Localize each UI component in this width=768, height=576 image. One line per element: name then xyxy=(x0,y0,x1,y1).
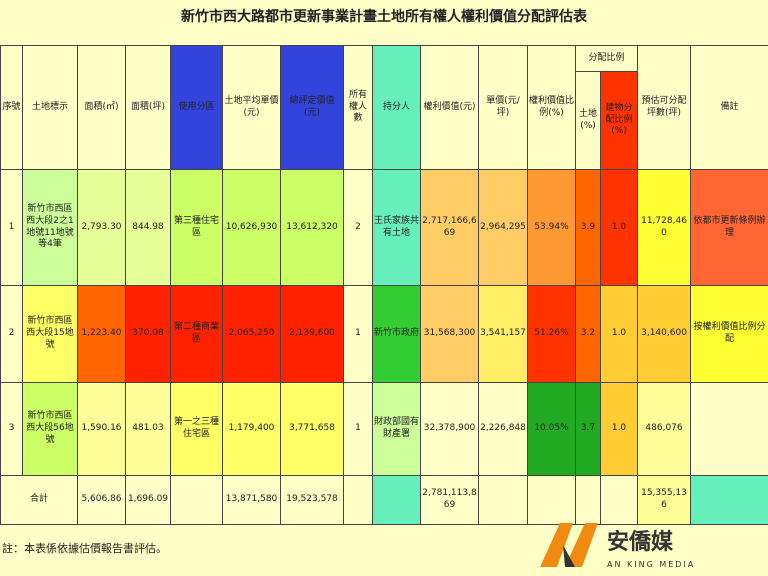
cell: 2 xyxy=(0,285,23,383)
sub-header: 建物分配比例(%) xyxy=(599,71,639,170)
column-header: 備註 xyxy=(690,45,768,170)
cell xyxy=(690,382,768,476)
cell: 13,612,320 xyxy=(280,169,344,286)
total-cell xyxy=(343,475,373,525)
total-cell xyxy=(478,475,528,525)
footnote: 註：本表係依據估價報告書評估。 xyxy=(2,542,167,555)
cell: 1.0 xyxy=(599,382,639,476)
cell: 新竹市西區西大段56地號 xyxy=(22,382,78,476)
cell: 51.26% xyxy=(527,285,576,383)
cell: 3,140,600 xyxy=(637,285,692,383)
cell: 1 xyxy=(343,382,373,476)
column-header: 面積(坪) xyxy=(125,45,171,170)
cell: 2,717,166,669 xyxy=(420,169,479,286)
total-cell: 1,696.09 xyxy=(125,475,171,525)
cell: 1 xyxy=(343,285,373,383)
cell: 2,065,250 xyxy=(222,285,281,383)
column-header: 預估可分配坪數(坪) xyxy=(637,45,692,170)
total-cell xyxy=(170,475,223,525)
total-cell: 15,355,136 xyxy=(637,475,692,525)
cell: 第二種商業區 xyxy=(170,285,223,383)
total-cell xyxy=(690,475,768,525)
column-header: 權利價值(元) xyxy=(420,45,479,170)
logo-sub: AN KING MEDIA xyxy=(607,560,695,569)
total-cell: 2,781,113,869 xyxy=(420,475,479,525)
cell: 第三種住宅區 xyxy=(170,169,223,286)
total-cell: 5,606.86 xyxy=(77,475,126,525)
column-header: 持分人 xyxy=(372,45,421,170)
cell: 2,793.30 xyxy=(77,169,126,286)
cell: 3.2 xyxy=(575,285,601,383)
cell: 1 xyxy=(0,169,23,286)
logo: 安僑媒 AN KING MEDIA xyxy=(540,523,695,569)
cell: 2 xyxy=(343,169,373,286)
total-cell: 合計 xyxy=(0,475,78,525)
cell: 2,226,848 xyxy=(478,382,528,476)
cell: 31,568,300 xyxy=(420,285,479,383)
cell: 3.7 xyxy=(575,382,601,476)
title: 新竹市西大路都市更新事業計畫土地所有權人權利價值分配評估表 xyxy=(181,9,587,25)
cell: 按權利價值比例分配 xyxy=(690,285,768,383)
column-header: 序號 xyxy=(0,45,23,170)
column-header: 權利價值比例(%) xyxy=(527,45,576,170)
column-header: 使用分區 xyxy=(170,45,223,170)
column-header: 所有權人數 xyxy=(343,45,373,170)
cell: 1.0 xyxy=(599,285,639,383)
cell: 10,626,930 xyxy=(222,169,281,286)
cell: 1,590.16 xyxy=(77,382,126,476)
cell: 1.0 xyxy=(599,169,639,286)
total-cell xyxy=(599,475,639,525)
cell: 370.08 xyxy=(125,285,171,383)
cell: 486,076 xyxy=(637,382,692,476)
cell: 王氏家族共有土地 xyxy=(372,169,421,286)
cell: 新竹市政府 xyxy=(372,285,421,383)
column-header: 單價(元/坪) xyxy=(478,45,528,170)
column-header: 總評定價值(元) xyxy=(280,45,344,170)
cell: 3.9 xyxy=(575,169,601,286)
total-cell: 19,523,578 xyxy=(280,475,344,525)
cell: 新竹市西區西大段2之1地號11地號等4筆 xyxy=(22,169,78,286)
cell: 1,223.40 xyxy=(77,285,126,383)
cell: 10.05% xyxy=(527,382,576,476)
total-cell xyxy=(372,475,421,525)
cell: 第一之三種住宅區 xyxy=(170,382,223,476)
column-header: 土地平均單價(元) xyxy=(222,45,281,170)
cell: 依都市更新條例辦理 xyxy=(690,169,768,286)
column-header: 面積(㎡) xyxy=(77,45,126,170)
cell: 1,179,400 xyxy=(222,382,281,476)
column-header: 土地標示 xyxy=(22,45,78,170)
cell: 481.03 xyxy=(125,382,171,476)
cell: 32,378,900 xyxy=(420,382,479,476)
cell: 3,541,157 xyxy=(478,285,528,383)
table: 序號 土地標示 面積(㎡) 面積(坪) 使用分區 土地平均單價(元) 總評定價值(元) 所有權… xyxy=(0,45,768,525)
total-cell: 13,871,580 xyxy=(222,475,281,525)
cell: 新竹市西區西大段15地號 xyxy=(22,285,78,383)
cell: 2,964,295 xyxy=(478,169,528,286)
cell: 財政部國有財產署 xyxy=(372,382,421,476)
sub-header: 土地(%) xyxy=(575,71,601,170)
group-header: 分配比例 xyxy=(574,45,639,72)
cell: 11,728,460 xyxy=(637,169,692,286)
total-cell xyxy=(527,475,576,525)
cell: 3 xyxy=(0,382,23,476)
logo-name: 安僑媒 xyxy=(607,529,674,555)
cell: 844.98 xyxy=(125,169,171,286)
cell: 3,771,658 xyxy=(280,382,344,476)
cell: 2,139,600 xyxy=(280,285,344,383)
cell: 53.94% xyxy=(527,169,576,286)
